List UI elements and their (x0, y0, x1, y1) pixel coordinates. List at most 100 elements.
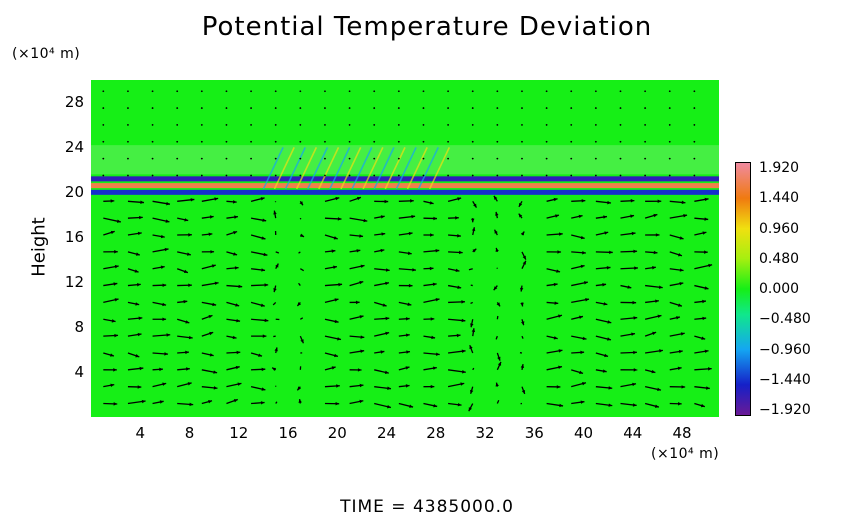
wind-vector-arrowhead (633, 350, 637, 355)
wind-vector-dot (644, 124, 647, 126)
wind-vector-dot (422, 107, 425, 109)
wind-vector-dot (151, 174, 154, 177)
x-tick-label: 4 (135, 424, 146, 442)
wind-vector-dot (397, 124, 400, 126)
wind-vector-arrowhead (468, 407, 472, 412)
wind-vector-arrowhead (264, 283, 269, 287)
wave-streak (384, 147, 406, 190)
wind-vector-dot (471, 157, 474, 160)
wind-vector-dot (151, 107, 154, 109)
wind-vector-arrowhead (135, 354, 140, 358)
wind-vector-arrowhead (704, 286, 709, 290)
wind-vector-arrowhead (334, 319, 339, 324)
wind-vector-arrowhead (209, 331, 214, 336)
y-tick-label: 16 (64, 228, 84, 247)
wind-vector-arrowhead (359, 399, 364, 404)
wind-vector-arrowhead (272, 367, 277, 372)
wind-vector-arrowhead (679, 268, 684, 272)
wind-vector-arrowhead (472, 248, 477, 253)
wind-vector-dot (521, 124, 523, 126)
wind-vector-arrowhead (355, 300, 360, 305)
wind-vector-dot (471, 107, 474, 109)
wind-vector-arrowhead (700, 403, 705, 408)
time-label: TIME = 4385000.0 (340, 497, 514, 517)
wind-vector-arrowhead (493, 286, 498, 291)
wind-vector-dot (668, 90, 671, 93)
wind-vector-arrowhead (497, 356, 501, 361)
wind-vector-arrowhead (632, 403, 637, 407)
y-tick-label: 8 (74, 318, 84, 337)
wind-vector-arrowhead (405, 366, 410, 370)
wind-vector-arrowhead (580, 235, 585, 240)
wind-vector-dot (471, 90, 474, 93)
wind-vector-arrowhead (262, 218, 267, 222)
wind-vector-arrowhead (236, 318, 241, 323)
wind-vector-arrowhead (683, 214, 688, 218)
wind-vector-arrowhead (657, 314, 662, 318)
wind-vector-dot (176, 90, 179, 93)
wind-vector-arrowhead (385, 316, 390, 321)
x-tick-label: 44 (623, 424, 643, 442)
wind-vector-dot (225, 90, 228, 93)
wind-vector-arrowhead (261, 387, 266, 391)
wind-vector-arrowhead (471, 328, 476, 333)
wind-vector-arrowhead (162, 382, 167, 386)
wind-vector-arrowhead (359, 234, 364, 238)
wind-vector-dot (447, 107, 449, 109)
wind-vector-arrowhead (676, 316, 680, 320)
wind-vector-dot (176, 107, 179, 109)
wind-vector-arrowhead (704, 349, 709, 354)
wind-vector-arrowhead (495, 247, 499, 252)
wind-vector-dot (422, 124, 425, 126)
wind-vector-arrowhead (137, 231, 142, 236)
colorbar-tick-label: −1.920 (759, 402, 811, 418)
inversion-band (91, 189, 719, 195)
wind-vector-dot (250, 157, 252, 160)
wind-vector-arrowhead (236, 350, 241, 355)
wind-vector-arrowhead (435, 298, 440, 302)
wind-vector-arrowhead (338, 282, 343, 287)
wave-streak (318, 147, 340, 190)
wind-vector-arrowhead (190, 198, 195, 202)
wind-vector-arrowhead (334, 353, 338, 358)
wind-vector-arrowhead (522, 260, 526, 265)
wind-vector-arrowhead (520, 231, 525, 236)
wind-vector-dot (397, 107, 400, 109)
wind-vector-arrowhead (336, 384, 340, 388)
wind-vector-arrowhead (651, 369, 656, 374)
wind-vector-dot (348, 157, 351, 160)
wind-vector-dot (644, 90, 647, 93)
wind-vector-arrowhead (607, 320, 612, 324)
wind-vector-arrowhead (460, 382, 465, 386)
wind-vector-arrowhead (522, 255, 526, 260)
wind-vector-arrowhead (162, 317, 167, 321)
wind-vector-dot (521, 174, 523, 177)
wind-vector-arrowhead (681, 385, 686, 389)
wind-vector-dot (644, 107, 647, 109)
wind-vector-dot (594, 90, 597, 93)
wind-vector-dot (250, 140, 252, 143)
wind-vector-arrowhead (405, 384, 410, 388)
wind-vector-arrowhead (260, 197, 265, 201)
wind-vector-dot (373, 140, 376, 143)
wind-vector-dot (127, 140, 129, 143)
wind-vector-arrowhead (494, 229, 498, 234)
wind-vector-arrowhead (653, 250, 658, 255)
wind-vector-dot (151, 90, 154, 93)
wind-vector-arrowhead (264, 318, 269, 323)
wind-vector-dot (619, 124, 622, 126)
wind-vector (472, 367, 475, 371)
wind-vector-arrowhead (208, 232, 213, 236)
x-tick-label: 36 (524, 424, 544, 442)
wind-vector-dot (274, 90, 277, 93)
wind-vector-dot (373, 124, 376, 126)
wind-vector-arrowhead (633, 249, 638, 254)
wind-vector-dot (619, 107, 622, 109)
wind-vector-arrowhead (603, 302, 608, 306)
wind-vector-arrowhead (681, 200, 686, 205)
colorbar-tick-label: 0.960 (759, 220, 800, 237)
wind-vector-dot (545, 157, 548, 160)
wind-vector-dot (373, 174, 376, 177)
wind-vector-arrowhead (633, 316, 638, 320)
wind-vector-dot (594, 140, 597, 143)
